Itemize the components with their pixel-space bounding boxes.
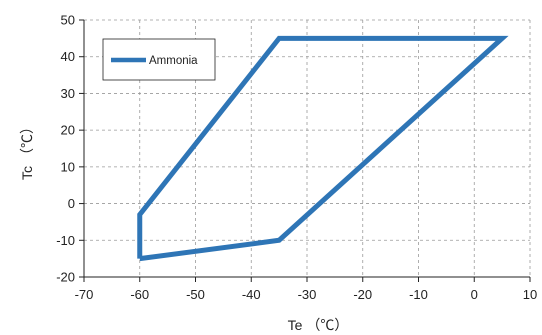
y-tick-labels: -20 -10 0 10 20 30 40 50 xyxy=(56,13,75,285)
x-tick-label: -70 xyxy=(75,287,94,302)
y-tick-label: 10 xyxy=(61,159,75,174)
series-layer xyxy=(137,35,509,262)
legend-label-ammonia: Ammonia xyxy=(149,55,198,67)
x-tick-label: -40 xyxy=(242,287,261,302)
y-tick-label: 20 xyxy=(61,123,75,138)
legend: Ammonia xyxy=(102,38,216,81)
y-axis-title: Tc （℃） xyxy=(19,120,35,180)
x-tick-label: -30 xyxy=(298,287,317,302)
grid-lines xyxy=(84,19,531,277)
y-tick-label: -10 xyxy=(56,233,75,248)
y-tick-label: 30 xyxy=(61,86,75,101)
axes xyxy=(79,19,531,282)
x-tick-label: -60 xyxy=(130,287,149,302)
x-tick-label: -50 xyxy=(186,287,205,302)
y-tick-label: 40 xyxy=(61,49,75,64)
x-tick-label: -10 xyxy=(409,287,428,302)
y-tick-label: 0 xyxy=(68,196,75,211)
y-tick-label: -20 xyxy=(56,270,75,285)
x-tick-label: -20 xyxy=(353,287,372,302)
x-tick-labels: -70 -60 -50 -40 -30 -20 -10 0 10 xyxy=(75,287,538,302)
series-line-ammonia xyxy=(137,35,509,262)
y-tick-label: 50 xyxy=(61,13,75,28)
x-axis-title: Te （℃） xyxy=(288,317,349,333)
x-tick-label: 0 xyxy=(471,287,478,302)
x-tick-label: 10 xyxy=(523,287,537,302)
